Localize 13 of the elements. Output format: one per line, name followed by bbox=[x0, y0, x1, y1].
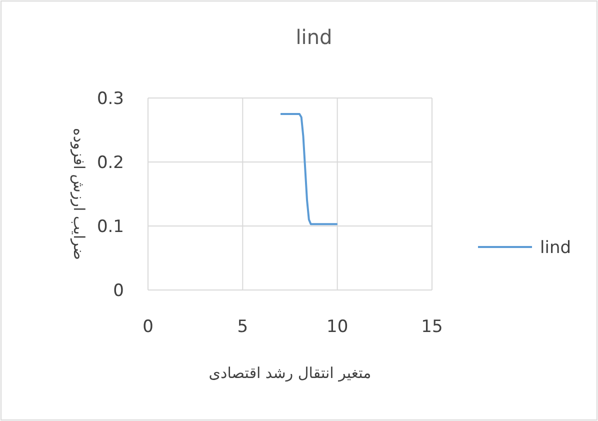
y-tick-label: 0.2 bbox=[96, 153, 124, 173]
y-tick-label: 0.3 bbox=[96, 89, 124, 109]
x-axis-title: متغیر انتقال رشد اقتصادی bbox=[208, 364, 372, 382]
chart-title: lind bbox=[296, 25, 332, 49]
x-tick-label: 0 bbox=[142, 317, 154, 337]
line-series bbox=[280, 113, 338, 226]
y-tick-label: 0.1 bbox=[96, 217, 124, 237]
legend-label: lind bbox=[540, 238, 572, 258]
y-axis-title: ضرایب ارزش افزوده bbox=[70, 128, 88, 260]
x-tick-label: 15 bbox=[421, 317, 443, 337]
y-tick-label: 0 bbox=[113, 281, 124, 301]
x-tick-label: 5 bbox=[237, 317, 248, 337]
x-tick-label: 10 bbox=[326, 317, 348, 337]
